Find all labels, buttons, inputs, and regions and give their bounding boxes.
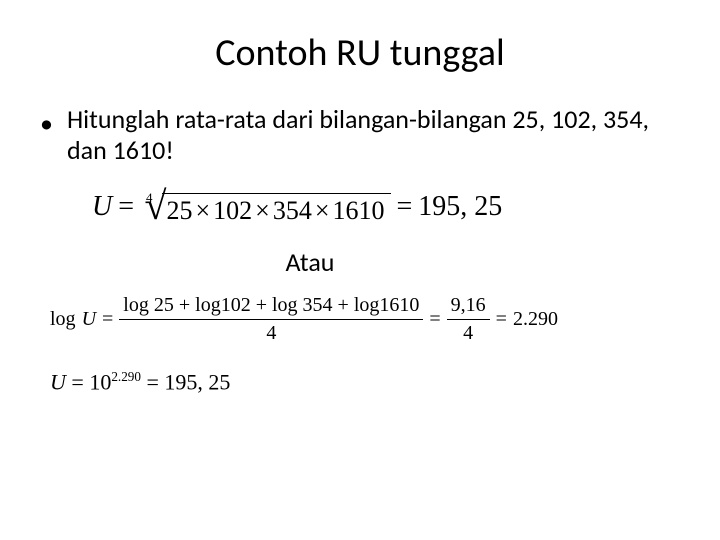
radicand-term-1: 102 bbox=[213, 196, 252, 225]
radicand: 25×102×354×1610 bbox=[162, 193, 390, 226]
fraction-logs-numerator: log 25 + log102 + log 354 + log1610 bbox=[119, 294, 423, 320]
equals-sign: = bbox=[118, 191, 134, 223]
fraction-mid: 9,16 4 bbox=[447, 294, 490, 345]
fraction-mid-den: 4 bbox=[447, 320, 490, 345]
equals-sign-5: = bbox=[496, 308, 507, 331]
radicand-term-3: 1610 bbox=[333, 196, 385, 225]
formula-antilog: U = 102.290 = 195, 25 bbox=[50, 369, 680, 395]
bullet-text: Hitunglah rata-rata dari bilangan-bilang… bbox=[67, 104, 680, 166]
eq2-result: 2.290 bbox=[513, 308, 558, 331]
radical-symbol: √ bbox=[145, 190, 167, 222]
bullet-item: • Hitunglah rata-rata dari bilangan-bila… bbox=[40, 104, 680, 166]
num-term-2: log 354 bbox=[272, 294, 333, 316]
plus-2: + bbox=[338, 294, 349, 316]
bullet-marker: • bbox=[40, 108, 53, 139]
radicand-term-2: 354 bbox=[273, 196, 312, 225]
eq3-var: U bbox=[50, 370, 66, 395]
equals-sign-2: = bbox=[397, 191, 413, 223]
equals-sign-4: = bbox=[429, 308, 440, 331]
eq2-log-label: log bbox=[50, 308, 76, 331]
equals-sign-3: = bbox=[102, 308, 113, 331]
eq1-lhs-var: U bbox=[92, 191, 112, 223]
times-0: × bbox=[192, 196, 213, 225]
eq3-exponent: 2.290 bbox=[111, 369, 141, 384]
plus-1: + bbox=[256, 294, 267, 316]
fraction-mid-num: 9,16 bbox=[447, 294, 490, 320]
num-term-3: log1610 bbox=[354, 294, 420, 316]
times-1: × bbox=[252, 196, 273, 225]
formula-geometric-mean: U = 4 √ 25×102×354×1610 = 195, 25 bbox=[92, 188, 680, 226]
num-term-0: log 25 bbox=[123, 294, 174, 316]
fraction-logs: log 25 + log102 + log 354 + log1610 4 bbox=[119, 294, 423, 345]
equals-sign-6: = bbox=[71, 370, 89, 395]
eq2-lhs-var: U bbox=[82, 308, 96, 331]
fraction-logs-denominator: 4 bbox=[119, 320, 423, 345]
num-term-1: log102 bbox=[195, 294, 251, 316]
times-2: × bbox=[312, 196, 333, 225]
plus-0: + bbox=[179, 294, 190, 316]
radicand-term-0: 25 bbox=[166, 196, 192, 225]
formula-log-mean: log U = log 25 + log102 + log 354 + log1… bbox=[50, 294, 680, 345]
radical: 4 √ 25×102×354×1610 bbox=[140, 188, 390, 226]
eq3-result: 195, 25 bbox=[164, 370, 230, 395]
eq1-result: 195, 25 bbox=[418, 191, 502, 223]
equals-sign-7: = bbox=[146, 370, 164, 395]
eq3-base: 10 bbox=[89, 370, 111, 395]
or-label: Atau bbox=[0, 246, 680, 278]
slide-title: Contoh RU tunggal bbox=[40, 30, 680, 76]
slide: Contoh RU tunggal • Hitunglah rata-rata … bbox=[0, 0, 720, 540]
